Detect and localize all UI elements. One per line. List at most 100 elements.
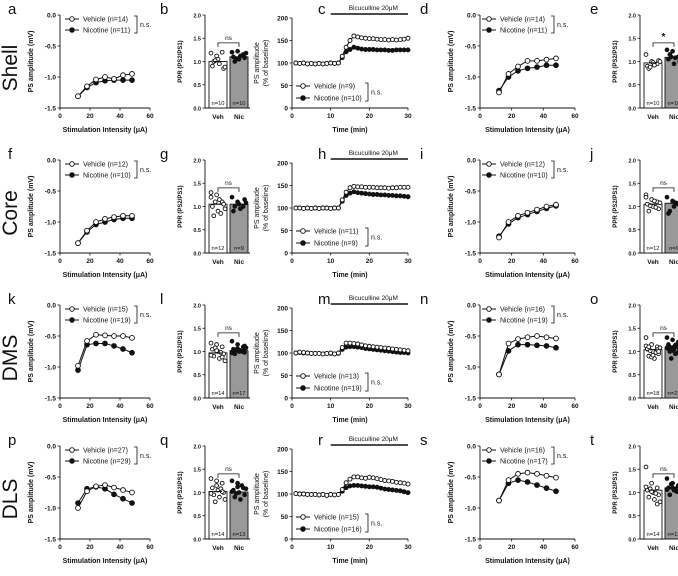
legend-nicotine: Nicotine (n=10): [314, 96, 362, 103]
vehicle-marker: [305, 61, 310, 67]
legend-vehicle: Vehicle (n=27): [83, 448, 128, 455]
vehicle-marker: [378, 37, 384, 43]
vehicle-marker: [363, 35, 368, 41]
nicotine-marker: [667, 208, 673, 214]
vehicle-marker: [486, 306, 492, 312]
y-tick-label: 0.5: [193, 373, 201, 379]
nicotine-marker: [242, 55, 247, 61]
vehicle-marker: [534, 206, 540, 213]
legend-vehicle: Vehicle (n=11): [314, 229, 358, 236]
y-axis-title: PS amplitude: [254, 473, 261, 515]
vehicle-marker: [543, 56, 550, 63]
vehicle-marker: [75, 505, 81, 511]
nicotine-marker: [670, 48, 675, 54]
legend-vehicle: Vehicle (n=15): [83, 307, 128, 314]
nicotine-marker: [397, 193, 403, 199]
significance-label: n.s.: [371, 90, 382, 97]
category-label: Nic: [669, 114, 678, 121]
panel-letter: e: [590, 1, 598, 18]
vehicle-marker: [320, 205, 326, 211]
vehicle-marker: [643, 464, 649, 470]
nicotine-marker: [664, 47, 670, 53]
y-tick-label: 0.0: [467, 302, 476, 309]
vehicle-marker: [343, 44, 349, 50]
n-label: n=10: [667, 101, 678, 107]
vehicle-marker: [312, 205, 318, 211]
y-tick-label: 100: [277, 491, 288, 498]
y-tick-label: 0.0: [47, 157, 56, 164]
vehicle-marker: [300, 228, 306, 234]
nicotine-marker: [75, 500, 81, 506]
vehicle-marker: [401, 36, 407, 42]
vehicle-marker: [653, 491, 659, 496]
y-tick-label: 0.0: [47, 443, 56, 450]
vehicle-marker: [75, 93, 81, 100]
nicotine-marker: [390, 47, 395, 53]
n-label: n=12: [211, 246, 224, 252]
vehicle-marker: [652, 497, 657, 502]
nicotine-marker: [359, 483, 365, 489]
panel-letter: g: [160, 146, 168, 163]
vehicle-marker: [93, 483, 99, 490]
vehicle-marker: [363, 343, 368, 349]
nicotine-marker: [401, 489, 407, 495]
legend-vehicle: Vehicle (n=16): [500, 307, 545, 314]
y-tick-label: 2.0: [193, 444, 201, 450]
vehicle-marker: [359, 475, 365, 481]
vehicle-marker: [297, 61, 303, 66]
vehicle-marker: [657, 200, 663, 206]
vehicle-marker: [347, 185, 353, 191]
vehicle-marker: [212, 199, 218, 205]
vehicle-marker: [505, 477, 512, 483]
n-label: n=9: [234, 246, 244, 252]
nicotine-marker: [238, 206, 243, 212]
significance-label: ns: [225, 325, 233, 332]
vehicle-marker: [366, 36, 372, 42]
x-tick-label: 60: [146, 258, 154, 265]
legend-bracket: [134, 15, 138, 34]
y-tick-label: 200: [277, 446, 288, 453]
nicotine-marker: [242, 492, 247, 498]
vehicle-marker: [378, 185, 384, 191]
vehicle-marker: [656, 349, 661, 354]
vehicle-marker: [332, 205, 337, 211]
vehicle-marker: [208, 50, 214, 56]
vehicle-marker: [393, 37, 399, 43]
vehicle-marker: [405, 481, 411, 487]
vehicle-marker: [324, 205, 330, 211]
legend-vehicle: Vehicle (n=14): [500, 17, 545, 24]
vehicle-marker: [102, 216, 108, 222]
vehicle-marker: [515, 212, 521, 219]
significance-label: n.s.: [371, 235, 382, 242]
nicotine-marker: [534, 64, 540, 70]
x-tick-label: 20: [508, 544, 516, 551]
y-tick-label: 1.5: [628, 182, 636, 188]
vehicle-marker: [328, 60, 334, 66]
vehicle-marker: [300, 514, 306, 520]
nicotine-marker: [386, 192, 392, 198]
category-label: Veh: [212, 114, 224, 121]
x-tick-label: 10: [327, 544, 335, 551]
nicotine-marker: [243, 50, 249, 56]
y-tick-label: 0.0: [628, 537, 636, 543]
vehicle-marker: [308, 61, 314, 66]
y-tick-label: 0.0: [628, 251, 636, 257]
n-label: n=10: [646, 101, 659, 107]
significance-label: ns: [225, 466, 233, 473]
vehicle-marker: [386, 346, 392, 351]
n-label: n=14: [646, 532, 660, 538]
vehicle-marker: [316, 492, 322, 498]
y-axis-title: PS amplitude (mV): [448, 462, 455, 524]
nicotine-marker: [235, 342, 240, 347]
legend-nicotine: Nicotine (n=11): [83, 28, 130, 35]
vehicle-marker: [351, 33, 357, 39]
y-axis-title: (% of baseline): [263, 185, 270, 232]
vehicle-marker: [69, 447, 75, 453]
x-tick-label: 60: [571, 113, 579, 120]
y-tick-label: 200: [277, 15, 288, 22]
vehicle-marker: [293, 205, 299, 211]
vehicle-marker: [390, 346, 395, 352]
vehicle-marker: [297, 349, 303, 355]
y-tick-label: 1.0: [193, 205, 201, 211]
vehicle-marker: [363, 184, 368, 190]
